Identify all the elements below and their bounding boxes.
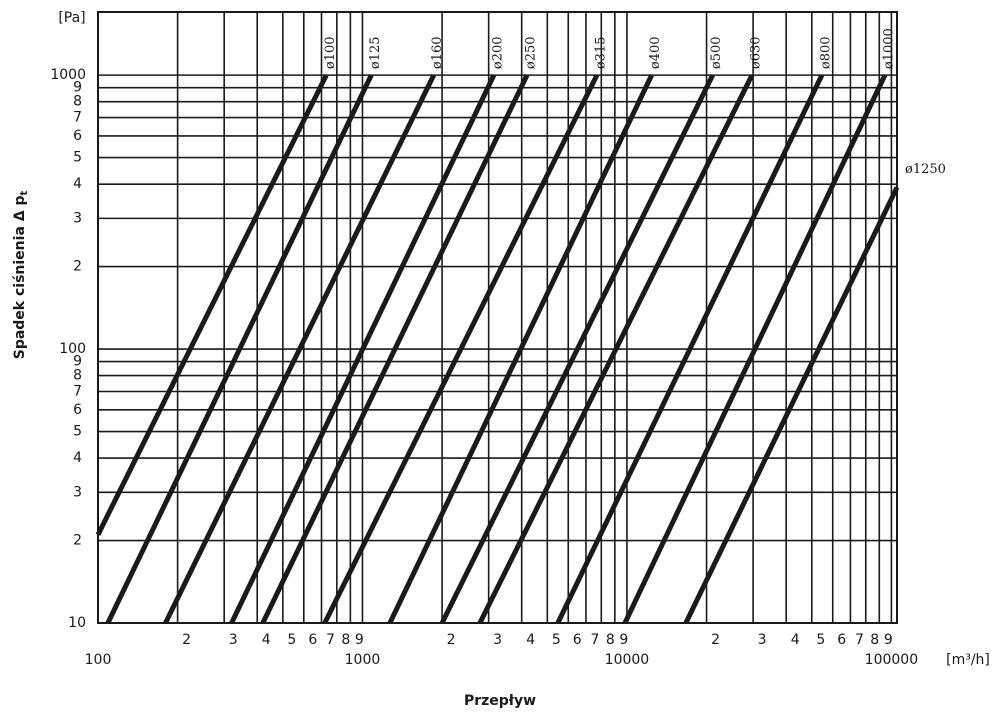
y-tick-label: 7 <box>73 110 82 126</box>
series-label: ø1250 <box>905 162 946 177</box>
y-tick-label: 100 <box>59 341 86 357</box>
y-tick-label: 10 <box>68 615 86 631</box>
y-tick-label: 4 <box>73 176 82 192</box>
x-tick-label: 3 <box>758 632 767 648</box>
x-tick-label: 100000 <box>865 652 918 668</box>
x-tick-label: 7 <box>591 632 600 648</box>
series-label: ø200 <box>490 36 505 69</box>
y-unit: [Pa] <box>58 10 85 26</box>
plot-frame <box>97 11 898 624</box>
y-tick-label: 2 <box>73 259 82 275</box>
y-tick-label: 7 <box>73 383 82 399</box>
y-tick-label: 4 <box>73 450 82 466</box>
x-tick-label: 4 <box>791 632 800 648</box>
series-label: ø125 <box>368 36 383 69</box>
y-tick-label: 8 <box>73 94 82 110</box>
x-tick-label: 100 <box>85 652 112 668</box>
x-tick-label: 7 <box>326 632 335 648</box>
series-label: ø160 <box>430 36 445 69</box>
duct-line <box>439 74 715 625</box>
duct-line <box>163 74 436 625</box>
series-label: ø630 <box>748 36 763 69</box>
x-tick-label: 2 <box>711 632 720 648</box>
y-tick-label: 5 <box>73 424 82 440</box>
duct-line <box>555 74 825 625</box>
y-tick-label: 6 <box>73 402 82 418</box>
y-tick-label: 2 <box>73 533 82 549</box>
x-tick-label: 6 <box>837 632 846 648</box>
duct-line <box>387 74 654 625</box>
y-tick-label: 5 <box>73 150 82 166</box>
y-axis-label: Spadek ciśnienia Δ pt <box>12 191 30 360</box>
y-tick-label: 3 <box>73 210 82 226</box>
x-tick-label: 7 <box>855 632 864 648</box>
x-tick-label: 1000 <box>345 652 381 668</box>
series-label: ø500 <box>709 36 724 69</box>
duct-line <box>105 74 374 625</box>
x-tick-label: 6 <box>308 632 317 648</box>
x-tick-label: 2 <box>447 632 456 648</box>
x-tick-label: 5 <box>816 632 825 648</box>
series-label: ø400 <box>648 36 663 69</box>
duct-line <box>477 74 755 625</box>
x-tick-label: 8 <box>870 632 879 648</box>
x-tick-label: 2 <box>182 632 191 648</box>
duct-line <box>622 74 888 625</box>
duct-line <box>95 74 329 536</box>
duct-line <box>322 74 600 625</box>
y-tick-label: 3 <box>73 484 82 500</box>
x-tick-label: 8 <box>606 632 615 648</box>
y-tick-label: 9 <box>73 80 82 96</box>
x-tick-label: 9 <box>884 632 893 648</box>
series-label: ø100 <box>323 36 338 69</box>
duct-line <box>229 74 497 625</box>
x-tick-label: 4 <box>526 632 535 648</box>
x-tick-label: 8 <box>341 632 350 648</box>
series-label: ø1000 <box>881 28 896 69</box>
x-tick-label: 3 <box>493 632 502 648</box>
y-tick-label: 6 <box>73 128 82 144</box>
x-tick-label: 5 <box>552 632 561 648</box>
x-unit: [m³/h] <box>946 652 990 668</box>
y-axis-label-main: Spadek ciśnienia Δ p <box>12 196 28 360</box>
y-tick-label: 9 <box>73 354 82 370</box>
duct-line <box>260 74 530 625</box>
x-tick-label: 9 <box>355 632 364 648</box>
series-label: ø250 <box>524 36 539 69</box>
x-tick-label: 10000 <box>605 652 650 668</box>
y-tick-label: 1000 <box>50 67 86 83</box>
x-tick-label: 3 <box>229 632 238 648</box>
series-label: ø315 <box>593 36 608 69</box>
y-tick-label: 8 <box>73 368 82 384</box>
duct-line <box>683 186 900 625</box>
y-axis-label-subscript: t <box>19 191 30 196</box>
x-axis-label: Przepływ <box>464 693 536 709</box>
x-tick-label: 6 <box>573 632 582 648</box>
x-tick-label: 4 <box>262 632 271 648</box>
series-label: ø800 <box>818 36 833 69</box>
x-tick-label: 5 <box>287 632 296 648</box>
x-tick-label: 9 <box>619 632 628 648</box>
